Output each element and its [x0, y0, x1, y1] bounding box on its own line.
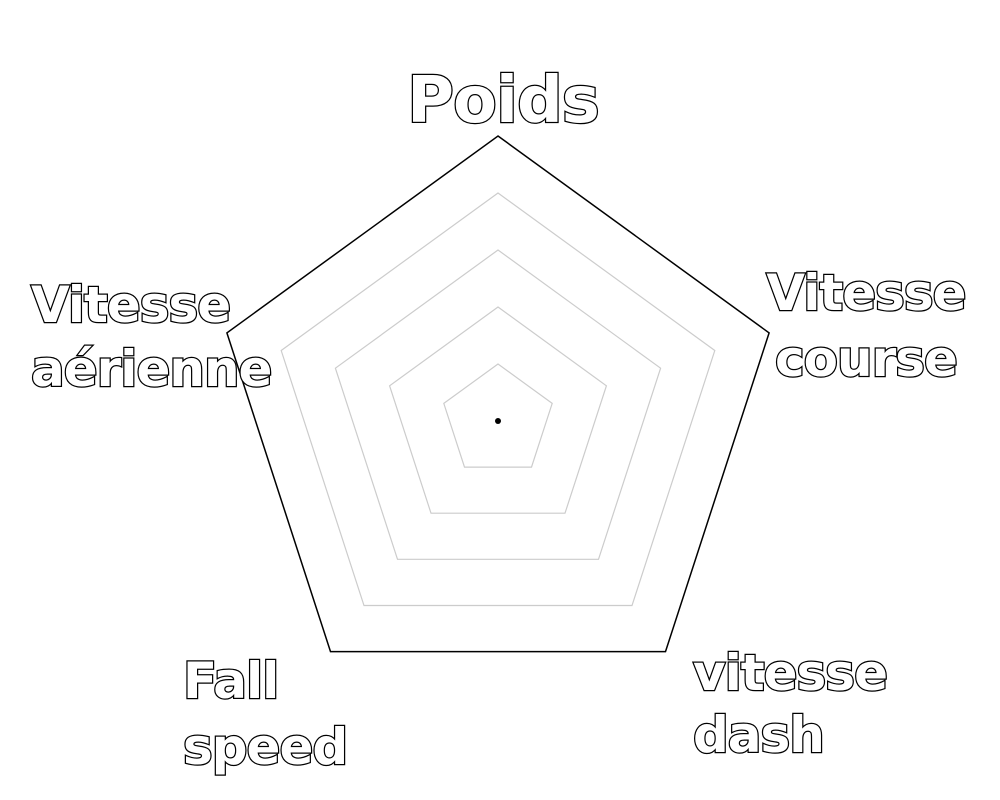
- axis-label-vitesse-dash: vitesse dash: [693, 644, 887, 764]
- axis-label-line: aérienne: [31, 340, 271, 398]
- axis-label-vitesse-course: Vitesse course: [766, 264, 965, 388]
- axis-label-fall-speed: Fall speed: [183, 652, 347, 776]
- radar-ring-2: [388, 306, 608, 514]
- axis-label-line: Vitesse: [31, 276, 230, 334]
- axis-label-line: Fall: [183, 652, 278, 710]
- axis-label-vitesse-aerienne: Vitesse aérienne: [31, 276, 271, 398]
- axis-labels: Poids Vitesse course vitesse dash Fall speed Vi…: [30, 63, 968, 778]
- radar-grid: [226, 135, 770, 653]
- radar-ring-1: [443, 363, 553, 468]
- axis-label-line: Poids: [407, 64, 599, 138]
- radar-ring-4: [280, 192, 716, 607]
- axis-label-line: vitesse: [693, 644, 887, 702]
- axis-label-line: Vitesse: [766, 264, 965, 322]
- axis-label-line: course: [775, 330, 957, 388]
- axis-label-line: dash: [693, 706, 824, 764]
- radar-ring-3: [334, 249, 662, 560]
- radar-ring-outer: [226, 135, 770, 653]
- axis-label-line: speed: [183, 718, 347, 776]
- axis-label-poids: Poids: [407, 64, 599, 138]
- center-point: [495, 418, 501, 424]
